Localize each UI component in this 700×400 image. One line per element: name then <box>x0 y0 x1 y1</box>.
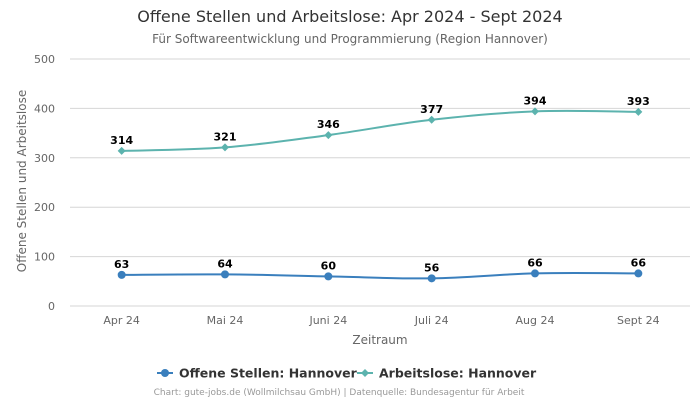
series-2: 314 321 346 377 394 393 <box>110 94 650 155</box>
y-axis-ticks: 0 100 200 300 400 500 <box>34 53 55 313</box>
y-tick-label: 300 <box>34 152 55 165</box>
x-tick-label: Aug 24 <box>516 314 555 327</box>
y-tick-label: 500 <box>34 53 55 66</box>
data-point <box>221 143 229 152</box>
data-point <box>117 146 126 155</box>
data-label: 60 <box>321 259 337 272</box>
x-axis-ticks: Apr 24 Mai 24 Juni 24 Juli 24 Aug 24 Sept 24 <box>103 314 659 327</box>
legend-label: Offene Stellen: Hannover <box>179 366 358 381</box>
data-label: 64 <box>217 257 233 270</box>
chart-credits: Chart: gute-jobs.de (Wollmilchsau GmbH) … <box>154 388 525 398</box>
data-point <box>117 270 126 279</box>
data-point <box>634 269 643 278</box>
legend-item[interactable]: Offene Stellen: Hannover <box>157 366 358 381</box>
legend: Offene Stellen: Hannover Arbeitslose: Han… <box>157 366 537 381</box>
x-tick-label: Juni 24 <box>308 314 347 327</box>
data-point <box>324 131 333 140</box>
series-line <box>121 109 639 152</box>
y-tick-label: 200 <box>34 201 55 214</box>
series-line <box>121 272 639 280</box>
x-axis-title: Zeitraum <box>352 333 407 347</box>
y-axis-title: Offene Stellen und Arbeitslose <box>15 90 29 272</box>
x-tick-label: Apr 24 <box>103 314 140 327</box>
data-label: 56 <box>424 261 440 274</box>
x-tick-label: Mai 24 <box>207 314 244 327</box>
data-point <box>221 270 229 279</box>
legend-label: Arbeitslose: Hannover <box>379 366 537 381</box>
gridlines <box>70 58 690 307</box>
data-label: 66 <box>631 256 647 269</box>
data-point <box>634 107 643 116</box>
y-tick-label: 100 <box>34 251 55 264</box>
chart-subtitle: Für Softwareentwicklung und Programmieru… <box>152 32 548 46</box>
data-label: 66 <box>527 256 543 269</box>
legend-item[interactable]: Arbeitslose: Hannover <box>357 366 537 381</box>
data-label: 394 <box>524 94 547 107</box>
data-label: 377 <box>420 103 443 116</box>
series-layer: 63 64 60 56 66 66 314 321 346 377 394 393 <box>110 94 650 283</box>
data-point <box>427 115 436 124</box>
data-point <box>531 269 539 278</box>
data-point <box>531 107 539 116</box>
data-point <box>324 272 333 281</box>
data-label: 393 <box>627 95 650 108</box>
data-label: 63 <box>114 258 129 271</box>
series-1: 63 64 60 56 66 66 <box>114 256 647 283</box>
y-tick-label: 400 <box>34 102 55 115</box>
data-point <box>427 274 436 283</box>
data-label: 321 <box>214 130 237 143</box>
x-tick-label: Sept 24 <box>617 314 660 327</box>
legend-marker <box>361 369 369 377</box>
data-label: 314 <box>110 134 133 147</box>
x-tick-label: Juli 24 <box>414 314 449 327</box>
y-tick-label: 0 <box>48 300 55 313</box>
data-label: 346 <box>317 118 340 131</box>
legend-marker <box>161 369 169 377</box>
chart-title: Offene Stellen und Arbeitslose: Apr 2024… <box>137 7 562 26</box>
